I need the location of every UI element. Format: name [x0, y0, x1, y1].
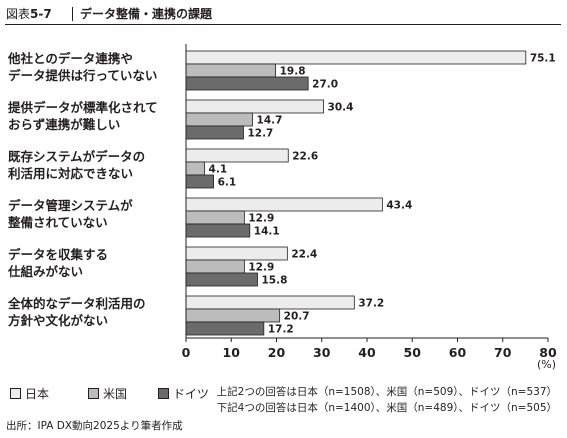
category-label-line: 他社とのデータ連携や [7, 51, 133, 66]
category-label-line: 提供データが標準化されて [8, 100, 158, 115]
bar-0 [185, 99, 324, 114]
x-tick-label: 40 [358, 345, 376, 360]
figure-header: 図表5-7 データ整備・連携の課題 [6, 4, 562, 26]
category-label-line: データを収集する [8, 247, 108, 262]
data-label: 17.2 [268, 324, 294, 336]
category-label: データ管理システムが整備されていない [8, 198, 133, 230]
bar-2 [185, 321, 265, 336]
x-tick-label: 80 [539, 345, 557, 360]
x-tick-label: 20 [268, 345, 286, 360]
sample-notes: 上記2つの回答は日本（n=1508）、米国（n=509）、ドイツ（n=537） … [217, 384, 557, 416]
bar-1 [185, 259, 245, 274]
legend-item: 米国 [88, 385, 127, 402]
x-tick-label: 0 [182, 345, 191, 360]
category-label-line: おらず連携が難しい [8, 117, 120, 132]
bar-2 [185, 174, 215, 189]
legend-label: ドイツ [173, 387, 210, 401]
x-tick-label: 30 [313, 345, 331, 360]
category-label: 他社とのデータ連携やデータ提供は行っていない [7, 51, 157, 83]
bar-2 [185, 223, 251, 238]
category-label-line: 利活用に対応できない [8, 166, 133, 181]
bar-0 [185, 197, 383, 212]
bar-1 [185, 161, 205, 176]
category-label-line: データ提供は行っていない [8, 68, 157, 83]
bar-2 [185, 125, 244, 140]
legend-label: 米国 [103, 387, 128, 401]
bar-1 [185, 112, 253, 127]
data-label: 6.1 [218, 177, 237, 189]
category-label-line: データ管理システムが [8, 198, 133, 213]
legend-swatch [158, 388, 169, 399]
data-label: 20.7 [284, 311, 310, 323]
bar-0 [185, 246, 288, 261]
data-label: 19.8 [280, 66, 306, 78]
data-label: 22.4 [291, 249, 317, 261]
figure-title: データ整備・連携の課題 [80, 7, 213, 21]
bar-0 [185, 148, 289, 163]
bar-2 [185, 272, 258, 287]
x-tick-label: 60 [449, 345, 467, 360]
data-label: 75.1 [530, 53, 556, 65]
bar-1 [185, 308, 281, 323]
bar-0 [185, 50, 527, 65]
bar-1 [185, 63, 276, 78]
category-label: データを収集する仕組みがない [7, 247, 108, 279]
data-label: 43.4 [386, 200, 412, 212]
x-tick-label: 50 [404, 345, 422, 360]
x-tick-label: 10 [223, 345, 241, 360]
category-label-line: 仕組みがない [7, 264, 83, 279]
x-tick-label: 70 [494, 345, 512, 360]
data-label: 12.9 [248, 213, 274, 225]
source-note: 出所：IPA DX動向2025より筆者作成 [6, 420, 183, 432]
bar-chart: 他社とのデータ連携やデータ提供は行っていない 75.1 19.8 27.0 提供データが… [7, 44, 557, 360]
category-label-line: 整備されていない [8, 215, 108, 230]
header-separator [72, 7, 73, 21]
legend-label: 日本 [25, 387, 50, 401]
legend-item: ドイツ [158, 385, 209, 402]
legend-swatch [10, 388, 21, 399]
figure-number: 図表5-7 [6, 7, 52, 21]
bar-2 [185, 76, 309, 91]
data-label: 37.2 [358, 298, 384, 310]
data-label: 12.9 [248, 262, 274, 274]
bar-1 [185, 210, 245, 225]
data-label: 4.1 [209, 164, 228, 176]
category-label-line: 全体的なデータ利活用の [7, 296, 146, 311]
x-axis-unit: (%) [537, 358, 557, 371]
data-label: 15.8 [261, 275, 287, 287]
data-label: 27.0 [312, 79, 338, 91]
category-label: 提供データが標準化されておらず連携が難しい [8, 100, 158, 132]
header-rule [5, 24, 561, 25]
category-label-line: 方針や文化がない [8, 313, 108, 328]
note-line-2: 下記4つの回答は日本（n=1400）、米国（n=489）、ドイツ（n=505） [216, 402, 557, 414]
category-label: 全体的なデータ利活用の方針や文化がない [7, 296, 146, 328]
data-label: 30.4 [328, 102, 354, 114]
data-label: 14.1 [254, 226, 280, 238]
data-label: 12.7 [247, 128, 273, 140]
category-label: 既存システムがデータの利活用に対応できない [8, 149, 145, 181]
data-label: 14.7 [257, 115, 283, 127]
data-label: 22.6 [292, 151, 318, 163]
note-line-1: 上記2つの回答は日本（n=1508）、米国（n=509）、ドイツ（n=537） [216, 386, 557, 398]
legend-swatch [88, 388, 99, 399]
category-label-line: 既存システムがデータの [8, 149, 145, 164]
bar-0 [185, 295, 355, 310]
legend-item: 日本 [10, 385, 49, 402]
